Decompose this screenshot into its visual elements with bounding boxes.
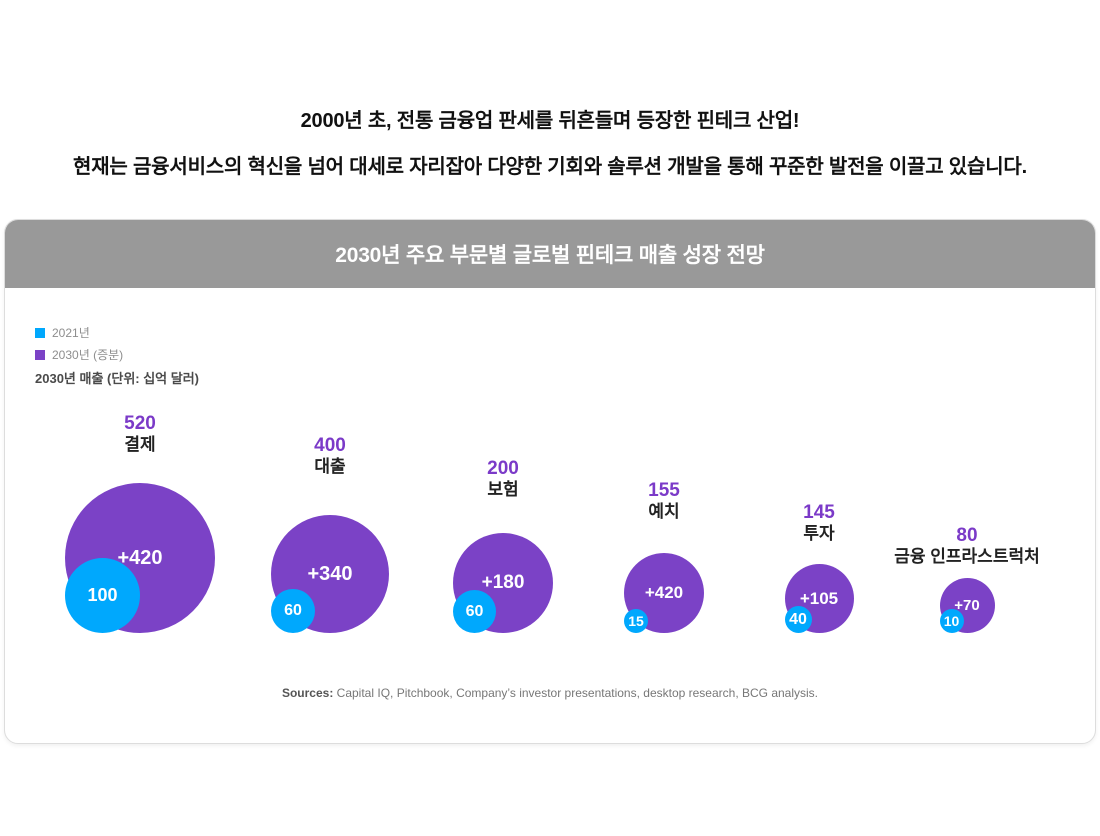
circle-2021-value-1: 100 (65, 558, 140, 633)
bubble-category-name: 투자 (803, 524, 835, 543)
bubble-label-5: 145 투자 (803, 502, 835, 544)
bubble-category-name: 결제 (124, 435, 156, 454)
legend: 2021년 2030년 (증분) (35, 324, 123, 368)
circle-2021-value-4: 15 (624, 609, 648, 633)
bubble-label-1: 520 결제 (124, 413, 156, 455)
intro-text-block: 2000년 초, 전통 금융업 판세를 뒤흔들며 등장한 핀테크 산업! 현재는… (0, 0, 1100, 179)
bubble-label-3: 200 보험 (487, 458, 519, 500)
bubble-category-name: 대출 (314, 457, 346, 476)
circle-2021-value-2: 60 (271, 589, 315, 633)
circle-2030-increment-6: +70 (939, 578, 995, 633)
bubble-label-2: 400 대출 (314, 435, 346, 477)
chart-body: 2021년 2030년 (증분) 2030년 매출 (단위: 십억 달러) 52… (5, 288, 1095, 743)
bubble-total-value: 80 (956, 525, 978, 546)
chart-title-bar: 2030년 주요 부문별 글로벌 핀테크 매출 성장 전망 (5, 220, 1095, 288)
intro-line-1: 2000년 초, 전통 금융업 판세를 뒤흔들며 등장한 핀테크 산업! (0, 104, 1100, 133)
intro-line-1-regular: 2000년 초, 전통 금융업 판세를 뒤흔들며 등장한 (300, 110, 692, 132)
bubble-category-name: 예치 (648, 502, 680, 521)
bubble-label-4: 155 예치 (648, 480, 680, 522)
bubble-total-value: 200 (487, 458, 519, 479)
bubble-chart: 520 결제 +420 100 400 대출 +340 60 200 보험 +180 60 155 예치 +… (5, 313, 1095, 643)
circle-2021-value-3: 60 (453, 590, 496, 633)
intro-line-2: 현재는 금융서비스의 혁신을 넘어 대세로 자리잡아 다양한 기회와 솔루션 개… (73, 156, 1027, 178)
sources-label: Sources: (281, 686, 334, 700)
unit-note: 2030년 매출 (단위: 십억 달러) (35, 371, 199, 386)
legend-label-2030: 2030년 (증분) (52, 348, 124, 362)
bubble-total-value: 155 (648, 480, 680, 501)
circle-2021-value-5: 40 (784, 606, 812, 633)
legend-swatch-2021 (35, 327, 45, 338)
chart-title: 2030년 주요 부문별 글로벌 핀테크 매출 성장 전망 (335, 244, 765, 267)
legend-swatch-2030 (35, 349, 45, 360)
sources-text: Capital IQ, Pitchbook, Company’s investo… (336, 686, 819, 700)
circle-2021-value-6: 10 (939, 609, 964, 633)
bubble-total-value: 145 (803, 502, 835, 523)
bubble-total-value: 400 (314, 435, 346, 456)
legend-item-2030: 2030년 (증분) (35, 346, 123, 363)
bubble-category-name: 금융 인프라스트럭처 (894, 547, 1040, 566)
bubble-label-6: 80 금융 인프라스트럭처 (894, 525, 1039, 567)
legend-item-2021: 2021년 (35, 324, 123, 341)
bubble-category-name: 보험 (487, 480, 519, 499)
intro-line-1-bold: 핀테크 산업! (696, 110, 800, 132)
legend-label-2021: 2021년 (52, 326, 90, 340)
bubble-total-value: 520 (124, 413, 156, 434)
chart-card: 2030년 주요 부문별 글로벌 핀테크 매출 성장 전망 2021년 2030… (4, 219, 1096, 744)
sources-line: Sources: Capital IQ, Pitchbook, Company’… (5, 686, 1095, 700)
